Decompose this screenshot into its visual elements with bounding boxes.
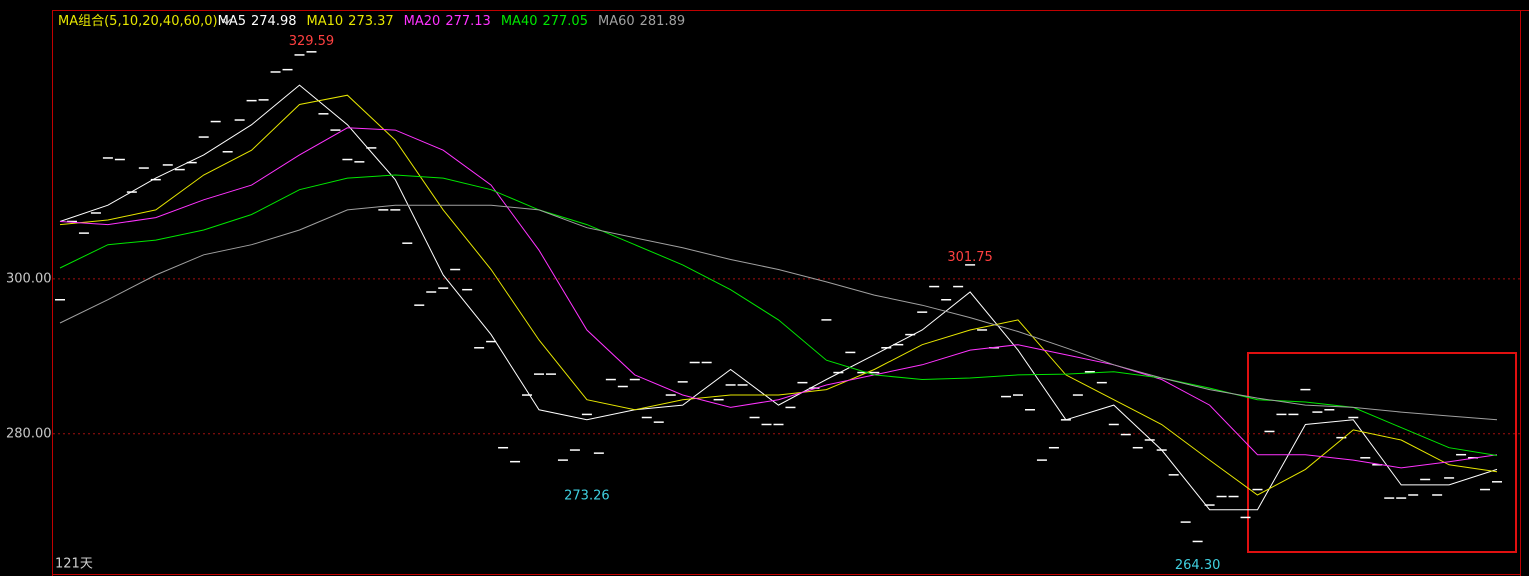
ma-line [59, 174, 1498, 456]
highlight-box [1247, 352, 1517, 553]
extreme-label: 301.75 [947, 250, 993, 265]
legend-value: 277.13 [445, 14, 491, 29]
legend-name: MA40 [501, 14, 538, 29]
extreme-label: 264.30 [1175, 558, 1221, 573]
extreme-label: 273.26 [564, 488, 610, 503]
ma-line [59, 127, 1498, 469]
ma-line [59, 84, 1498, 511]
legend-value: 273.37 [348, 14, 394, 29]
period-label: 121天 [55, 557, 93, 572]
legend-name: MA5 [218, 14, 246, 29]
ma-line [59, 94, 1498, 496]
dropdown-chevron[interactable] [222, 18, 232, 25]
legend-name: MA20 [404, 14, 441, 29]
legend: MA组合(5,10,20,40,60,0)MA5 274.98 MA10 273.37… [58, 14, 685, 29]
y-tick-label: 300.00 [6, 271, 52, 286]
extreme-label: 329.59 [289, 34, 335, 49]
legend-name: MA60 [598, 14, 635, 29]
legend-name: MA10 [307, 14, 344, 29]
y-tick-label: 280.00 [6, 426, 52, 441]
legend-value: 281.89 [640, 14, 686, 29]
legend-value: 274.98 [251, 14, 297, 29]
ma-line [59, 204, 1498, 421]
indicator-title: MA组合(5,10,20,40,60,0) [58, 14, 218, 29]
legend-value: 277.05 [542, 14, 588, 29]
